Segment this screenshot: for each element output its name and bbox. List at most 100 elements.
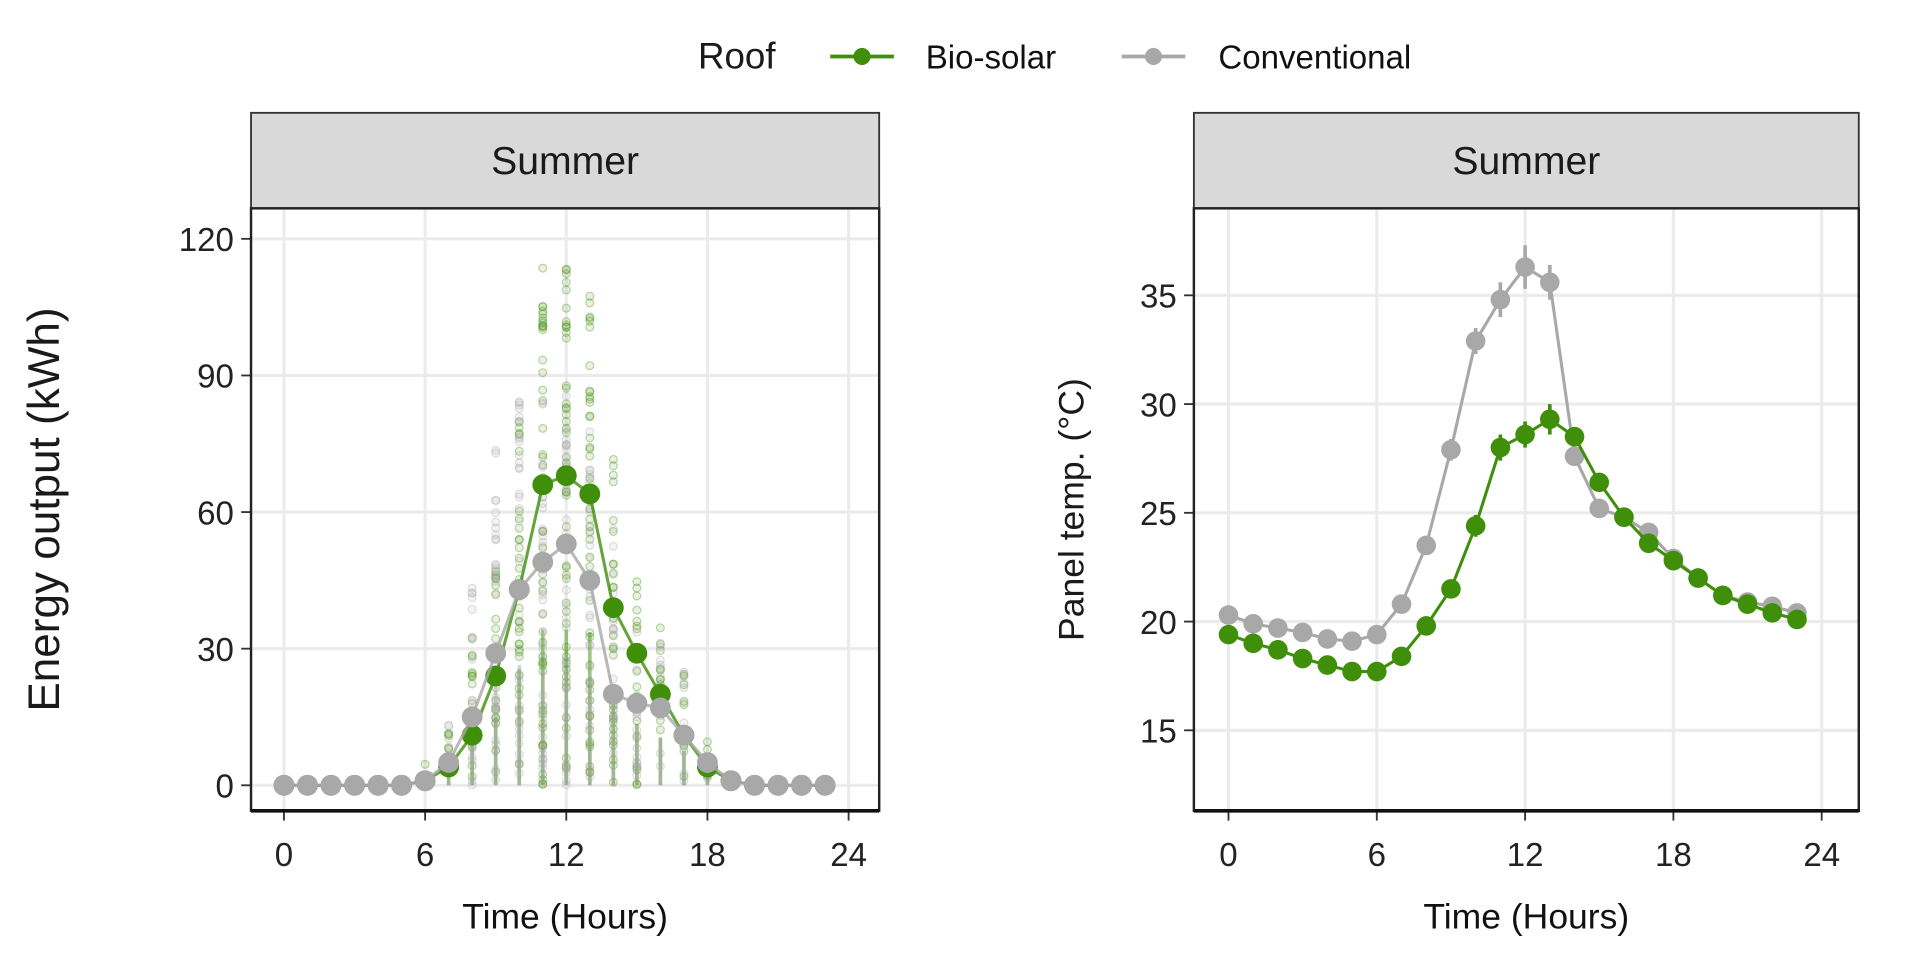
- raw-observation-point: [444, 721, 454, 731]
- raw-observation-point: [655, 623, 665, 633]
- x-tick-label: 12: [548, 837, 585, 874]
- raw-observation-point: [491, 530, 501, 540]
- raw-observation-point: [561, 515, 571, 525]
- data-point-conventional: [649, 697, 671, 719]
- data-point-conventional: [344, 774, 365, 796]
- raw-observation-point: [491, 570, 501, 580]
- raw-observation-point: [655, 725, 665, 735]
- raw-observation-point: [585, 469, 595, 479]
- raw-observation-point: [538, 325, 548, 335]
- raw-observation-point: [561, 440, 571, 450]
- data-point-conventional: [767, 774, 789, 796]
- raw-observation-point: [561, 277, 571, 287]
- raw-observation-point: [538, 355, 548, 365]
- raw-observation-point: [538, 321, 548, 331]
- raw-observation-point: [561, 656, 571, 666]
- data-point-bio-solar: [1342, 661, 1362, 682]
- raw-observation-point: [538, 309, 548, 319]
- raw-observation-point: [679, 700, 689, 710]
- raw-observation-point: [679, 680, 689, 690]
- raw-observation-point: [585, 528, 595, 538]
- raw-observation-point: [514, 403, 524, 413]
- data-point-conventional: [1540, 272, 1560, 293]
- raw-observation-point: [514, 422, 524, 433]
- raw-observation-point: [467, 634, 477, 644]
- data-point-conventional: [1465, 331, 1486, 351]
- raw-observation-point: [538, 368, 548, 378]
- raw-observation-point: [632, 665, 642, 675]
- raw-observation-point: [444, 721, 454, 731]
- raw-observation-point: [561, 490, 571, 500]
- raw-observation-point: [538, 541, 548, 551]
- raw-observation-point: [538, 644, 548, 654]
- raw-observation-point: [585, 534, 595, 544]
- raw-observation-point: [538, 302, 548, 312]
- raw-observation-point: [538, 313, 548, 323]
- raw-observation-point: [608, 568, 618, 578]
- raw-observation-point: [491, 567, 501, 577]
- raw-observation-point: [561, 265, 571, 275]
- raw-observation-point: [561, 444, 571, 454]
- raw-observation-point: [632, 627, 642, 637]
- raw-observation-point: [538, 577, 548, 587]
- raw-observation-point: [538, 578, 548, 588]
- legend-key-point: [1144, 47, 1163, 66]
- raw-observation-point: [514, 523, 524, 533]
- data-point-conventional: [438, 752, 460, 773]
- raw-observation-point: [491, 495, 501, 505]
- raw-observation-point: [538, 537, 548, 547]
- legend-title: Roof: [698, 36, 776, 77]
- raw-observation-point: [679, 667, 689, 677]
- raw-observation-point: [655, 665, 665, 675]
- raw-observation-point: [561, 453, 571, 463]
- raw-observation-point: [444, 733, 454, 743]
- raw-observation-point: [491, 573, 501, 584]
- data-point-bio-solar: [1564, 426, 1585, 447]
- raw-observation-point: [538, 524, 548, 534]
- legend-label: Bio-solar: [926, 40, 1056, 77]
- raw-observation-point: [514, 506, 524, 516]
- raw-observation-point: [585, 540, 595, 550]
- raw-observation-point: [561, 452, 571, 462]
- data-point-bio-solar: [579, 483, 601, 505]
- legend-item-conventional: Conventional: [1121, 40, 1411, 77]
- facet-strip-label: Summer: [1452, 140, 1600, 183]
- raw-observation-point: [655, 674, 665, 684]
- raw-observation-point: [561, 440, 571, 450]
- raw-observation-point: [608, 631, 618, 641]
- raw-observation-point: [561, 285, 571, 295]
- raw-observation-point: [561, 381, 571, 391]
- raw-observation-point: [585, 322, 595, 332]
- data-point-conventional: [626, 692, 648, 714]
- raw-observation-point: [467, 671, 477, 681]
- raw-observation-point: [608, 616, 618, 626]
- raw-observation-point: [585, 387, 595, 397]
- raw-observation-point: [561, 570, 571, 580]
- data-point-bio-solar: [1366, 661, 1387, 682]
- raw-observation-point: [655, 639, 665, 649]
- data-point-bio-solar: [1713, 585, 1733, 606]
- raw-observation-point: [538, 452, 548, 462]
- panel-temp-panel: Summer 0 6 12 18 24 15 20 25 30 35 Time (Hours) Pane…: [1052, 111, 1860, 936]
- raw-observation-point: [444, 729, 454, 739]
- data-point-bio-solar: [1490, 437, 1511, 458]
- x-tick-label: 24: [1803, 837, 1840, 874]
- raw-observation-point: [561, 403, 571, 413]
- raw-observation-point: [491, 560, 501, 570]
- y-axis-title: Panel temp. (°C): [1052, 378, 1092, 641]
- raw-observation-point: [514, 553, 524, 563]
- raw-observation-point: [585, 397, 595, 407]
- raw-observation-point: [467, 669, 477, 679]
- raw-observation-point: [491, 563, 501, 573]
- data-point-conventional: [579, 569, 601, 591]
- data-point-bio-solar: [1268, 640, 1288, 660]
- raw-observation-point: [538, 306, 548, 316]
- raw-observation-point: [538, 609, 548, 619]
- raw-observation-point: [514, 503, 524, 514]
- data-point-conventional: [532, 551, 554, 573]
- data-point-conventional: [1292, 622, 1313, 643]
- raw-observation-point: [561, 623, 571, 633]
- raw-observation-point: [585, 444, 595, 454]
- data-point-bio-solar: [602, 597, 624, 619]
- data-point-conventional: [744, 774, 765, 796]
